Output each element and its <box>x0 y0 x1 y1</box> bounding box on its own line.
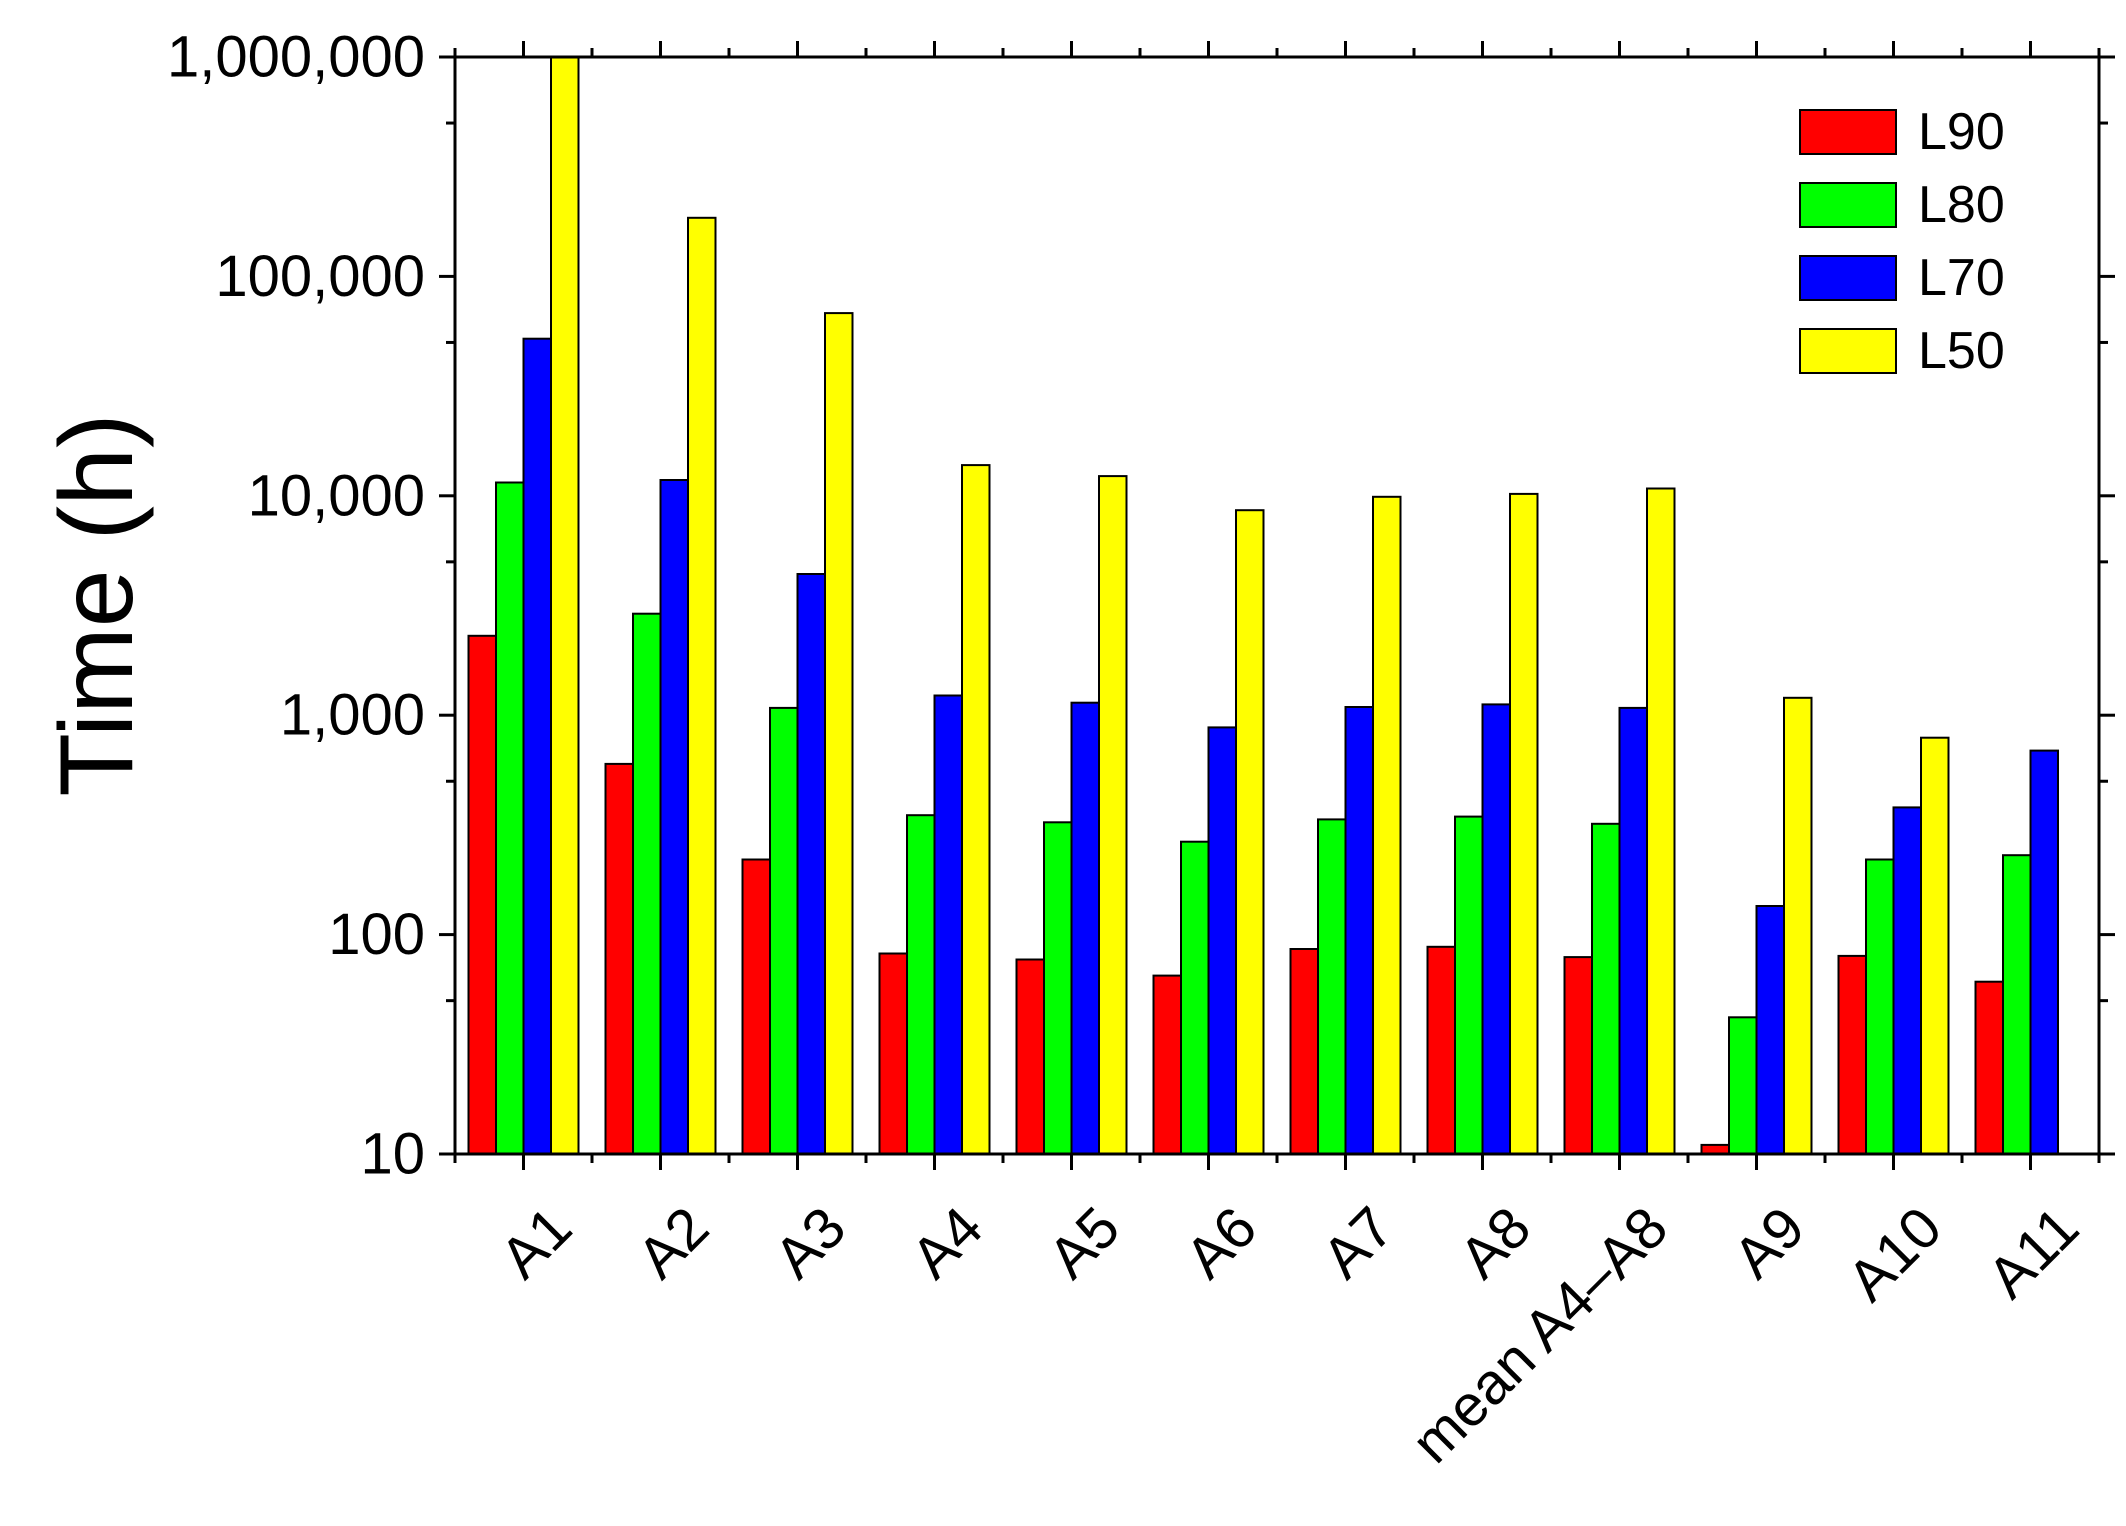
bar-l80-7 <box>1317 818 1347 1156</box>
legend-label-l90: L90 <box>1918 103 2005 161</box>
bar-l80-6 <box>1180 840 1210 1155</box>
bar-l50-7 <box>1372 495 1402 1155</box>
x-tick-label: A11 <box>1975 1195 2091 1311</box>
bar-l50-3 <box>824 312 854 1156</box>
bar-l80-5 <box>1043 821 1073 1155</box>
bar-l90-5 <box>1015 958 1045 1155</box>
bar-l50-9 <box>1646 487 1676 1155</box>
bar-l70-11 <box>1892 806 1922 1156</box>
x-tick-label: A8 <box>1447 1195 1543 1291</box>
bar-l80-10 <box>1728 1016 1758 1155</box>
legend-label-l70: L70 <box>1918 249 2005 307</box>
bar-l80-4 <box>906 814 936 1155</box>
bar-l70-8 <box>1481 703 1511 1156</box>
legend: L90 L80 L70 L50 <box>1799 103 2005 380</box>
y-axis-label: Time (h) <box>39 413 155 796</box>
bar-l70-2 <box>659 479 689 1155</box>
bar-l70-4 <box>933 694 963 1155</box>
x-tick-label: A1 <box>488 1195 584 1291</box>
bar-l50-6 <box>1235 509 1265 1155</box>
bar-l50-4 <box>961 464 991 1156</box>
bar-l70-1 <box>522 337 552 1155</box>
bar-l90-1 <box>467 634 497 1155</box>
y-tick-label: 100 <box>328 902 425 967</box>
y-tick-label: 10 <box>360 1122 425 1187</box>
legend-swatch-l80 <box>1799 182 1897 228</box>
bar-l50-11 <box>1920 736 1950 1155</box>
bar-l80-11 <box>1865 858 1895 1155</box>
bar-l80-3 <box>769 706 799 1156</box>
bar-l90-12 <box>1974 980 2004 1156</box>
bar-l70-9 <box>1618 706 1648 1156</box>
bar-l80-2 <box>632 612 662 1155</box>
y-axis-tick-labels: 10 100 1,000 10,000 100,000 1,000,000 <box>167 25 425 1187</box>
bar-l50-10 <box>1783 696 1813 1155</box>
bar-l80-1 <box>495 481 525 1155</box>
bar-l70-7 <box>1344 706 1374 1155</box>
bar-l70-10 <box>1755 905 1785 1155</box>
bar-l80-8 <box>1454 815 1484 1155</box>
y-tick-label: 100,000 <box>215 244 425 309</box>
bar-l90-3 <box>741 858 771 1155</box>
bar-l70-3 <box>796 573 826 1155</box>
bar-l90-7 <box>1289 948 1319 1155</box>
y-tick-label: 10,000 <box>248 463 425 528</box>
x-tick-label: A5 <box>1036 1195 1132 1291</box>
x-tick-label: A6 <box>1173 1195 1269 1291</box>
bar-l80-9 <box>1591 822 1621 1155</box>
bar-l90-2 <box>604 762 634 1156</box>
x-tick-label: A10 <box>1835 1195 1954 1314</box>
legend-swatch-l90 <box>1799 109 1897 155</box>
bar-l80-12 <box>2002 854 2032 1155</box>
legend-swatch-l70 <box>1799 255 1897 301</box>
x-tick-label: A2 <box>625 1195 721 1291</box>
bar-l90-6 <box>1152 974 1182 1155</box>
x-tick-label: mean A4–A8 <box>1399 1195 1680 1476</box>
bar-l90-4 <box>878 952 908 1155</box>
legend-swatch-l50 <box>1799 328 1897 374</box>
bar-l70-12 <box>2029 749 2059 1155</box>
legend-label-l80: L80 <box>1918 176 2005 234</box>
bar-l50-5 <box>1098 475 1128 1156</box>
x-tick-label: A7 <box>1310 1195 1406 1291</box>
bar-l50-1 <box>550 56 580 1155</box>
bar-l50-2 <box>687 216 717 1156</box>
y-tick-label: 1,000 <box>280 683 425 748</box>
axis-ticks <box>439 41 2115 1170</box>
bar-l70-6 <box>1207 726 1237 1156</box>
bar-l50-8 <box>1509 492 1539 1155</box>
bar-l70-5 <box>1070 701 1100 1155</box>
x-tick-label: A3 <box>762 1195 858 1291</box>
y-tick-label: 1,000,000 <box>167 25 425 90</box>
bars-layer <box>467 56 2059 1156</box>
x-tick-label: A9 <box>1721 1195 1817 1291</box>
legend-label-l50: L50 <box>1918 322 2005 380</box>
bar-l90-11 <box>1837 954 1867 1156</box>
bar-l90-8 <box>1426 945 1456 1155</box>
bar-l90-9 <box>1563 956 1593 1155</box>
x-tick-label: A4 <box>899 1195 995 1291</box>
